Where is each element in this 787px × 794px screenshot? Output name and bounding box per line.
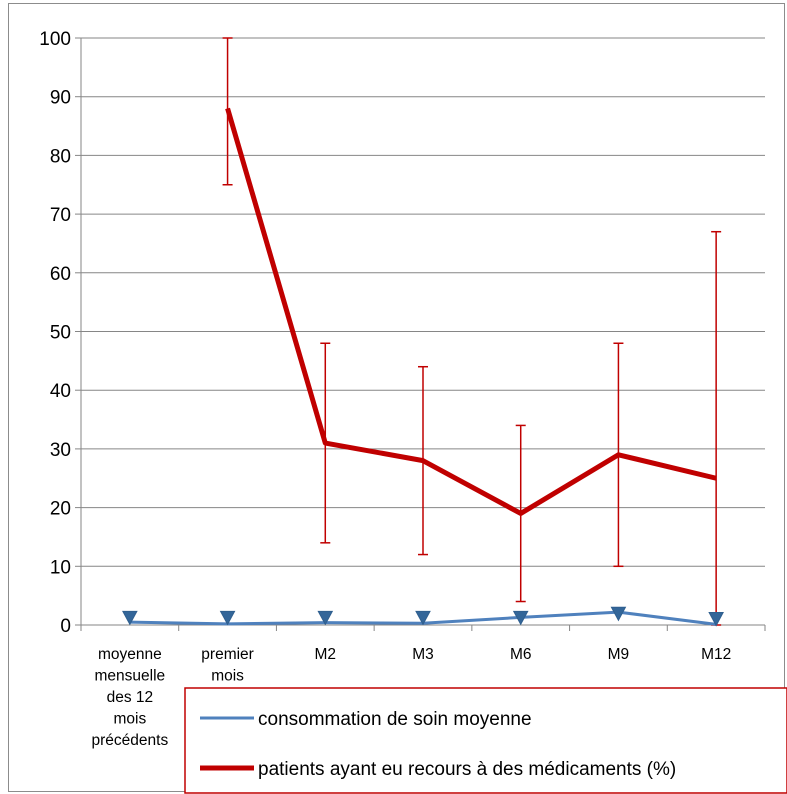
y-tick-label: 50 (50, 323, 71, 344)
y-tick-label: 40 (50, 381, 71, 402)
marker-triangle (708, 612, 724, 627)
y-tick-label: 70 (50, 205, 71, 226)
y-tick-label: 30 (50, 440, 71, 461)
x-tick-label: mois (211, 668, 244, 685)
y-tick-label: 60 (50, 264, 71, 285)
x-tick-label: premier (201, 646, 254, 663)
x-tick-label: moyenne (98, 646, 162, 663)
x-tick-label: précédents (92, 732, 169, 749)
x-axis-labels: moyenne mensuelle des 12 mois précédents prem… (92, 646, 732, 749)
legend-label-consommation: consommation de soin moyenne (258, 709, 532, 730)
marker-triangle (122, 610, 138, 626)
marker-triangle (219, 610, 236, 626)
x-tick-label: M3 (412, 646, 434, 663)
x-tick-label: M6 (510, 646, 532, 663)
marker-triangle (512, 610, 529, 626)
legend-label-medicaments: patients ayant eu recours à des médicame… (258, 759, 676, 780)
x-tick-label: M9 (608, 646, 630, 663)
y-tick-label: 0 (60, 616, 71, 637)
y-tick-label: 80 (50, 146, 71, 167)
marker-triangle (317, 610, 334, 626)
y-axis-labels: 0 10 20 30 40 50 60 70 80 90 100 (39, 29, 71, 637)
legend: consommation de soin moyenne patients aya… (184, 687, 787, 794)
y-tick-label: 100 (39, 29, 71, 50)
series-markers (122, 606, 724, 627)
marker-triangle (415, 610, 431, 626)
y-tick-label: 10 (50, 557, 71, 578)
y-tick-label: 90 (50, 88, 71, 109)
x-tick-label: M2 (315, 646, 337, 663)
x-tick-label: M12 (701, 646, 731, 663)
y-tick-label: 20 (50, 499, 71, 520)
x-tick-label: mensuelle (95, 668, 166, 685)
marker-triangle (610, 606, 627, 622)
axes (75, 37, 766, 631)
series-line-medicaments (225, 107, 717, 516)
x-tick-label: des 12 (107, 689, 154, 706)
legend-box (184, 687, 787, 794)
x-tick-label: mois (113, 711, 146, 728)
gridlines (81, 37, 765, 567)
